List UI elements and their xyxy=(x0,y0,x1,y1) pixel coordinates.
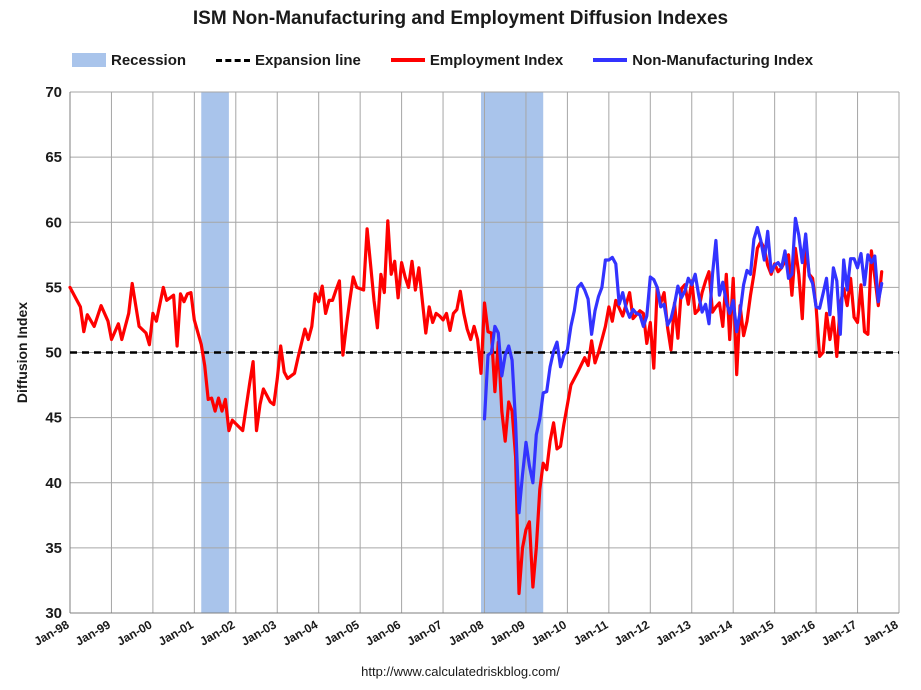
x-tick-label-jan-06: Jan-06 xyxy=(363,617,403,648)
legend-swatch-employment-index xyxy=(390,58,425,62)
y-tick-label-30: 30 xyxy=(45,605,62,622)
legend-item-non-manufacturing-index: Non-Manufacturing Index xyxy=(593,52,813,69)
legend-item-recession: Recession xyxy=(72,52,186,69)
x-tick-label-jan-03: Jan-03 xyxy=(239,617,279,648)
x-tick-label-jan-18: Jan-18 xyxy=(861,617,901,648)
x-tick-label-jan-01: Jan-01 xyxy=(156,617,196,648)
legend-swatch-non-manufacturing-index xyxy=(593,58,628,62)
x-tick-label-jan-13: Jan-13 xyxy=(653,617,693,648)
x-tick-label-jan-99: Jan-99 xyxy=(73,617,113,648)
y-axis-title: Diffusion Index xyxy=(14,302,30,403)
series-line-non-manufacturing-index xyxy=(482,216,884,515)
legend-label-employment-index: Employment Index xyxy=(429,51,564,69)
y-tick-label-65: 65 xyxy=(45,149,62,166)
legend-swatch-expansion-line xyxy=(216,58,251,62)
y-tick-label-35: 35 xyxy=(45,540,62,557)
legend-label-recession: Recession xyxy=(111,51,187,69)
legend-label-non-manufacturing-index: Non-Manufacturing Index xyxy=(632,51,814,69)
x-tick-label-jan-00: Jan-00 xyxy=(114,617,154,648)
x-tick-label-jan-07: Jan-07 xyxy=(405,617,445,648)
x-tick-label-jan-16: Jan-16 xyxy=(778,617,818,648)
x-tick-label-jan-12: Jan-12 xyxy=(612,617,652,648)
legend-item-expansion-line: Expansion line xyxy=(216,52,361,69)
y-tick-label-45: 45 xyxy=(45,410,62,427)
y-tick-label-50: 50 xyxy=(45,345,62,362)
x-tick-label-jan-05: Jan-05 xyxy=(322,617,362,648)
legend-item-employment-index: Employment Index xyxy=(390,51,564,69)
x-tick-label-jan-11: Jan-11 xyxy=(571,617,611,648)
legend: Recession Expansion line Employment Inde… xyxy=(72,50,843,70)
x-tick-label-jan-98: Jan-98 xyxy=(32,617,72,648)
x-tick-label-jan-17: Jan-17 xyxy=(819,617,859,648)
legend-swatch-recession xyxy=(72,53,106,67)
chart-title: ISM Non-Manufacturing and Employment Dif… xyxy=(192,8,729,29)
x-tick-label-jan-02: Jan-02 xyxy=(197,617,237,648)
y-tick-label-55: 55 xyxy=(45,279,62,296)
source-url: http://www.calculatedriskblog.com/ xyxy=(361,664,560,679)
x-tick-label-jan-14: Jan-14 xyxy=(695,617,735,648)
legend-label-expansion-line: Expansion line xyxy=(255,51,361,69)
x-tick-label-jan-08: Jan-08 xyxy=(446,617,486,648)
x-tick-label-jan-04: Jan-04 xyxy=(280,617,320,648)
y-tick-label-70: 70 xyxy=(45,84,62,101)
x-tick-label-jan-15: Jan-15 xyxy=(736,617,776,648)
x-tick-label-jan-09: Jan-09 xyxy=(488,617,528,648)
x-tick-label-jan-10: Jan-10 xyxy=(529,617,569,648)
y-tick-label-60: 60 xyxy=(45,214,62,231)
y-tick-label-40: 40 xyxy=(45,475,62,492)
